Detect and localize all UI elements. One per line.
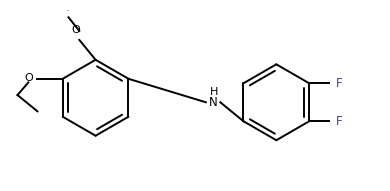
Text: F: F	[335, 115, 342, 128]
Text: N: N	[209, 96, 218, 109]
Text: F: F	[335, 77, 342, 90]
Text: O: O	[24, 73, 33, 83]
Text: O: O	[71, 25, 80, 35]
Text: H: H	[210, 87, 218, 97]
Text: OCH₃: OCH₃	[67, 10, 70, 11]
